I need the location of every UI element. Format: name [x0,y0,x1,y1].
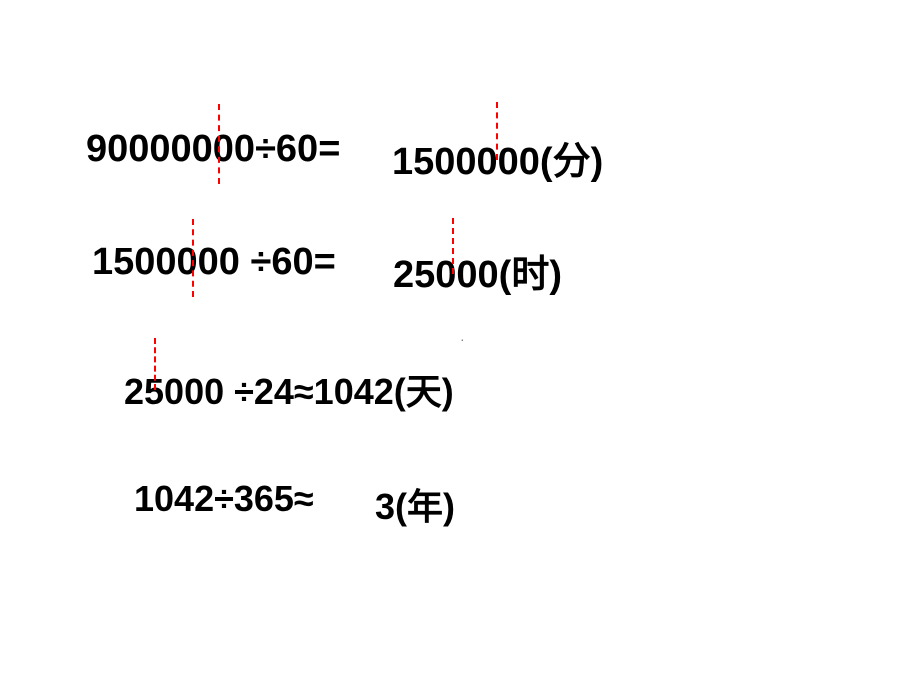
equation-4-part-2: 3(年) [375,486,455,527]
equation-line-4-result: 3(年) [375,478,455,530]
equation-4-part-1: 1042÷365≈ [134,478,314,519]
center-dot-marker: · [460,331,465,347]
equation-line-2-result: 25000(时) [393,243,562,298]
equation-1-part-1: 90000000÷60= [86,128,340,170]
red-marker-1 [218,104,220,184]
equation-line-3: 25000 ÷24≈1042(天) [124,363,454,415]
equation-line-2: 1500000 ÷60= [92,241,336,284]
equation-2-part-2: 25000(时) [393,254,562,296]
red-marker-5 [154,338,156,390]
red-marker-2 [496,102,498,160]
equation-3-text: 25000 ÷24≈1042(天) [124,371,454,412]
red-marker-3 [192,219,194,297]
red-marker-4 [452,218,454,274]
equation-2-part-1: 1500000 ÷60= [92,241,336,283]
equation-line-1: 90000000÷60= [86,128,340,171]
equation-line-4: 1042÷365≈ [134,478,314,520]
